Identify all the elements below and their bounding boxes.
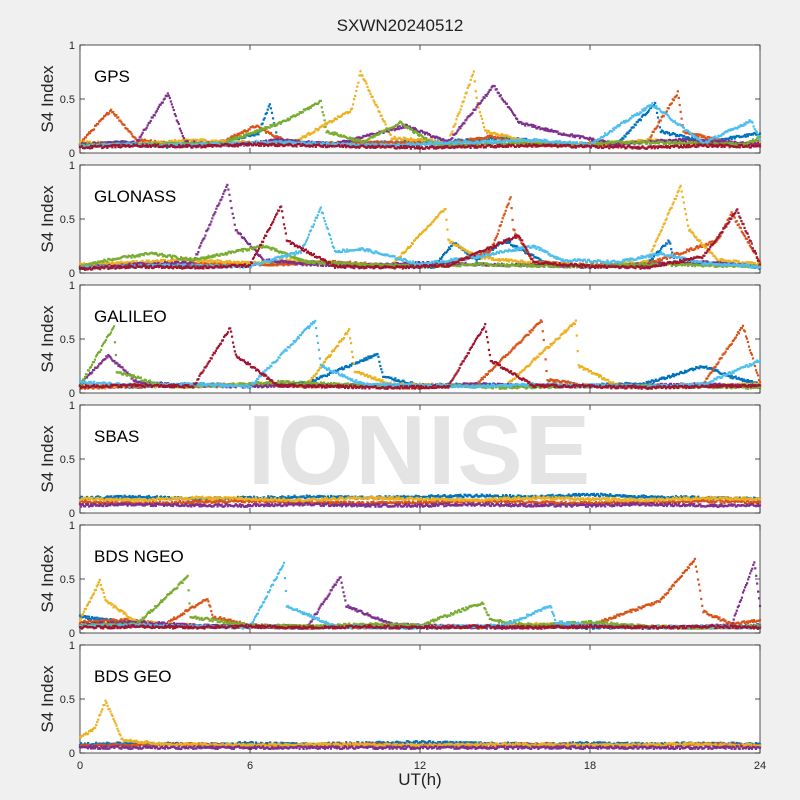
data-point-p0-s0 bbox=[745, 136, 747, 138]
data-point-p0-s1 bbox=[703, 135, 705, 137]
data-point-p0-s1 bbox=[673, 99, 675, 101]
data-point-p0-s0 bbox=[656, 112, 658, 114]
data-point-p0-s0 bbox=[731, 138, 733, 140]
data-point-p0-s0 bbox=[659, 126, 661, 128]
data-point-p0-s0 bbox=[270, 107, 272, 109]
data-point-p0-s0 bbox=[681, 135, 683, 137]
data-point-p0-s1 bbox=[657, 125, 659, 127]
figure: SXWN20240512 0 0.5 1 S4 Index GPS 0 0.5 1 S4 Ind… bbox=[0, 0, 800, 800]
data-point-p0-s1 bbox=[696, 133, 698, 135]
data-point-p0-s2 bbox=[80, 140, 82, 142]
data-point-p0-s0 bbox=[264, 117, 266, 119]
data-point-p0-s1 bbox=[275, 135, 277, 137]
data-point-p0-s0 bbox=[668, 132, 670, 134]
data-point-p0-s2 bbox=[83, 140, 85, 142]
data-point-p0-s0 bbox=[630, 129, 632, 131]
data-point-p0-s2 bbox=[89, 141, 91, 143]
data-point-p0-s1 bbox=[130, 133, 132, 135]
data-point-p0-s0 bbox=[275, 131, 277, 133]
data-point-p0-s1 bbox=[680, 111, 682, 113]
data-point-p0-s1 bbox=[150, 139, 152, 141]
data-point-p0-s0 bbox=[759, 132, 761, 134]
data-point-p0-s0 bbox=[266, 112, 268, 114]
data-point-p0-s1 bbox=[87, 133, 89, 135]
data-point-p0-s1 bbox=[699, 134, 701, 136]
data-point-p0-s0 bbox=[640, 119, 642, 121]
data-point-p0-s0 bbox=[271, 112, 273, 114]
data-point-p0-s1 bbox=[141, 138, 143, 140]
data-point-p0-s0 bbox=[648, 109, 650, 111]
data-point-p0-s1 bbox=[89, 132, 91, 134]
data-point-p0-s0 bbox=[674, 133, 676, 135]
data-point-p0-s1 bbox=[679, 104, 681, 106]
data-point-p0-s1 bbox=[681, 118, 683, 120]
data-point-p0-s1 bbox=[249, 128, 251, 130]
data-point-p0-s1 bbox=[93, 128, 95, 130]
data-point-p0-s1 bbox=[108, 112, 110, 114]
data-point-p0-s1 bbox=[666, 110, 668, 112]
data-point-p0-s1 bbox=[117, 116, 119, 118]
data-point-p0-s0 bbox=[267, 109, 269, 111]
data-point-p0-s1 bbox=[115, 114, 117, 116]
data-point-p0-s0 bbox=[682, 137, 684, 139]
data-point-p0-s1 bbox=[112, 111, 114, 113]
data-point-p0-s0 bbox=[255, 133, 257, 135]
data-point-p0-s0 bbox=[272, 117, 274, 119]
data-point-p0-s0 bbox=[747, 135, 749, 137]
chart-svg: 00.51S4 Index GPS00.51S4 Index GLONASS00.5… bbox=[0, 0, 800, 800]
data-point-p0-s0 bbox=[683, 135, 685, 137]
data-point-p0-s0 bbox=[657, 116, 659, 118]
data-point-p0-s1 bbox=[658, 121, 660, 123]
data-point-p0-s0 bbox=[257, 133, 259, 135]
data-point-p0-s1 bbox=[85, 136, 87, 138]
data-point-p0-s1 bbox=[663, 115, 665, 117]
data-point-p0-s1 bbox=[488, 137, 490, 139]
data-point-p0-s1 bbox=[671, 102, 673, 104]
data-point-p0-s1 bbox=[102, 117, 104, 119]
data-point-p0-s0 bbox=[627, 132, 629, 134]
data-point-p0-s1 bbox=[668, 107, 670, 109]
data-point-p0-s1 bbox=[653, 131, 655, 133]
data-point-p0-s0 bbox=[624, 135, 626, 137]
data-point-p0-s0 bbox=[730, 136, 732, 138]
data-point-p0-s0 bbox=[262, 123, 264, 125]
data-point-p0-s0 bbox=[633, 126, 635, 128]
data-point-p0-s1 bbox=[677, 90, 679, 92]
data-point-p0-s1 bbox=[97, 123, 99, 125]
data-point-p0-s0 bbox=[622, 138, 624, 140]
data-point-p0-s1 bbox=[123, 124, 125, 126]
data-point-p0-s1 bbox=[678, 97, 680, 99]
data-point-p0-s1 bbox=[270, 132, 272, 134]
data-point-p0-s0 bbox=[654, 102, 656, 104]
data-point-p0-s0 bbox=[268, 105, 270, 107]
data-point-p0-s1 bbox=[651, 134, 653, 136]
data-point-p0-s1 bbox=[110, 109, 112, 111]
data-point-p0-s1 bbox=[660, 119, 662, 121]
data-point-p0-s0 bbox=[253, 134, 255, 136]
data-point-p0-s1 bbox=[676, 94, 678, 96]
data-point-p0-s0 bbox=[269, 103, 271, 105]
data-point-p0-s0 bbox=[635, 124, 637, 126]
data-point-p0-s1 bbox=[697, 136, 699, 138]
